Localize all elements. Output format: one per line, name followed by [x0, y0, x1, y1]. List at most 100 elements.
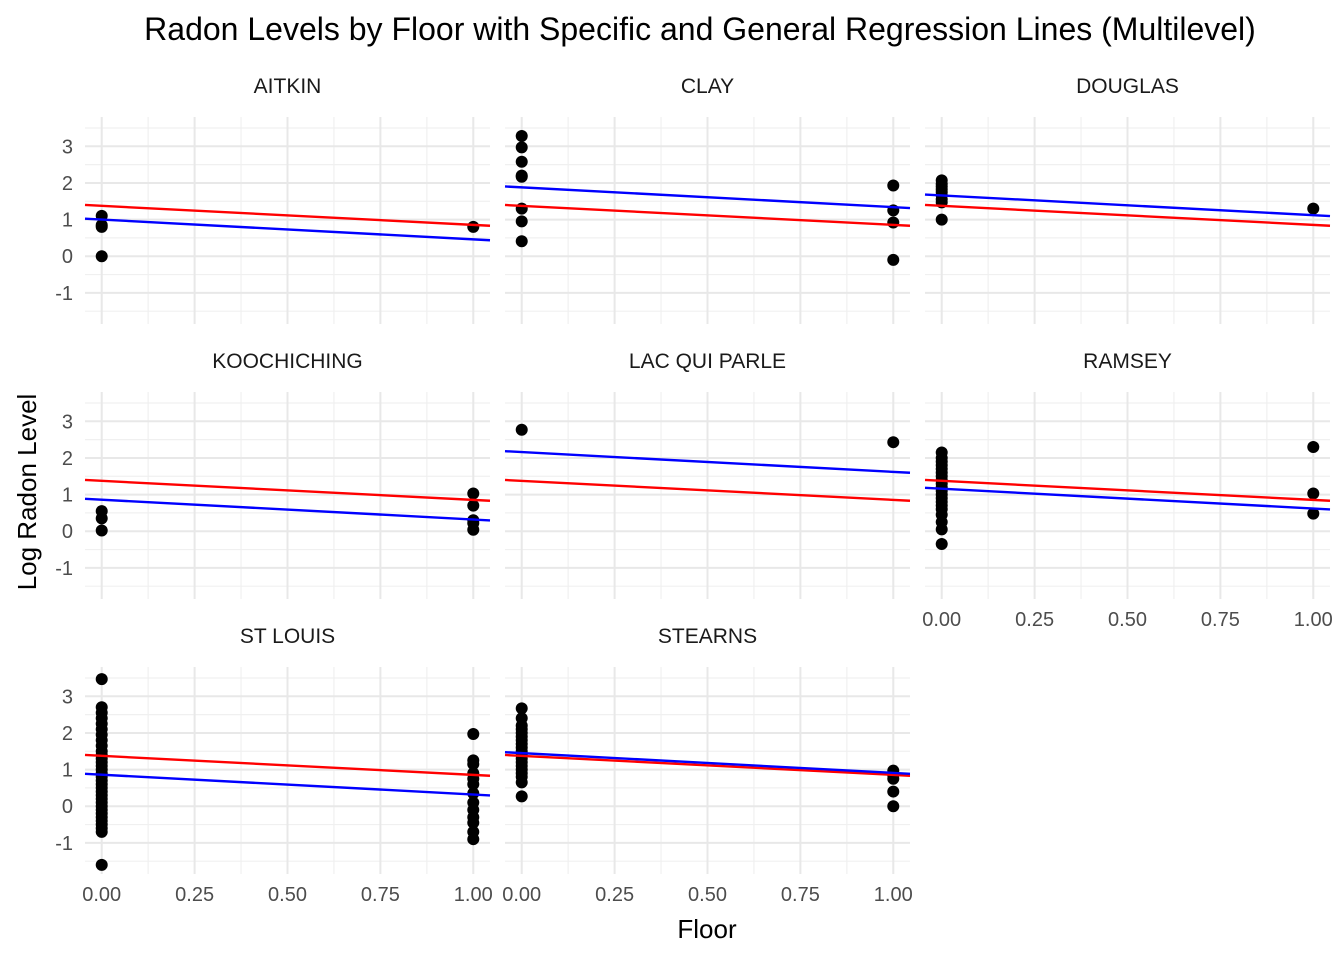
general-regression-line	[84, 753, 491, 777]
general-regression-line	[504, 753, 911, 777]
data-point	[467, 758, 480, 771]
specific-regression-line	[924, 193, 1331, 218]
facet-label: ST LOUIS	[240, 625, 335, 648]
data-point	[515, 170, 528, 183]
data-point	[515, 202, 528, 215]
general-regression-line	[84, 203, 491, 227]
panel-koochiching: KOOCHICHING -1 0 1 2 3	[55, 350, 491, 599]
y-tick-label: 1	[62, 210, 73, 232]
chart-title: Radon Levels by Floor with Specific and …	[144, 11, 1256, 47]
data-point	[1307, 202, 1320, 215]
facet-label: DOUGLAS	[1076, 75, 1179, 98]
data-point	[95, 524, 108, 537]
specific-regression-line	[84, 772, 491, 797]
data-point	[515, 215, 528, 228]
general-regression-line	[84, 478, 491, 502]
x-tick-label: 0.50	[688, 884, 727, 906]
data-point	[95, 512, 108, 525]
data-point	[887, 800, 900, 813]
y-tick-label: 1	[62, 485, 73, 507]
data-point	[515, 790, 528, 803]
specific-regression-line	[504, 751, 911, 775]
y-tick-label: 2	[62, 173, 73, 195]
data-point	[467, 523, 480, 536]
x-tick-label: 0.00	[502, 884, 541, 906]
specific-regression-line	[504, 185, 911, 210]
x-tick-label: 0.75	[361, 884, 400, 906]
y-tick-label: 2	[62, 723, 73, 745]
data-point	[515, 235, 528, 248]
data-point	[515, 702, 528, 715]
general-regression-line	[504, 478, 911, 502]
general-regression-line	[924, 203, 1331, 227]
data-point	[95, 858, 108, 871]
y-tick-label: 0	[62, 796, 73, 818]
data-point	[1307, 487, 1320, 500]
data-point	[467, 778, 480, 791]
data-point	[467, 499, 480, 512]
data-point	[467, 220, 480, 233]
data-point	[467, 728, 480, 741]
x-tick-label: 0.00	[82, 884, 121, 906]
data-point	[935, 538, 948, 551]
y-tick-label: 3	[62, 686, 73, 708]
data-point	[95, 220, 108, 233]
data-point	[95, 825, 108, 838]
y-tick-label: -1	[55, 283, 73, 305]
panel-clay: CLAY	[504, 75, 911, 324]
y-tick-label: 3	[62, 136, 73, 158]
data-point	[935, 213, 948, 226]
data-point	[515, 130, 528, 143]
x-tick-label: 0.75	[1201, 609, 1240, 631]
facet-label: STEARNS	[658, 625, 757, 648]
x-tick-label: 1.00	[454, 884, 493, 906]
panel-aitkin: AITKIN -1 0 1 2 3	[55, 75, 491, 324]
data-point	[1307, 507, 1320, 520]
y-tick-label: -1	[55, 558, 73, 580]
specific-regression-line	[504, 449, 911, 474]
data-point	[887, 253, 900, 266]
data-point	[887, 179, 900, 192]
x-tick-label: 0.25	[595, 884, 634, 906]
x-tick-label: 1.00	[1294, 609, 1333, 631]
data-point	[467, 487, 480, 500]
data-point	[935, 523, 948, 536]
specific-regression-line	[924, 486, 1331, 511]
facet-label: RAMSEY	[1083, 350, 1172, 373]
facet-label: AITKIN	[254, 75, 322, 98]
panel-ramsey: RAMSEY 0.00 0.25 0.50 0.75 1.00	[922, 350, 1332, 631]
data-point	[887, 785, 900, 798]
data-point	[467, 833, 480, 846]
x-tick-label: 0.50	[268, 884, 307, 906]
panel-stearns: STEARNS 0.00 0.25 0.50 0.75 1.00	[502, 625, 912, 906]
x-tick-label: 0.25	[1015, 609, 1054, 631]
panel-st-louis: ST LOUIS -1 0 1 2 3 0.00 0.25 0.50 0.75 1.00	[55, 625, 493, 906]
data-point	[467, 816, 480, 829]
data-point	[95, 673, 108, 686]
data-point	[1307, 440, 1320, 453]
data-point	[515, 141, 528, 154]
facet-panels: AITKIN -1 0 1 2 3 CLAY DOUGLAS KOOCHICHING -1 0 1 2 3…	[55, 75, 1333, 906]
data-point	[887, 216, 900, 229]
x-tick-label: 1.00	[874, 884, 913, 906]
facet-label: LAC QUI PARLE	[629, 350, 786, 373]
y-tick-label: -1	[55, 833, 73, 855]
x-tick-label: 0.50	[1108, 609, 1147, 631]
y-tick-label: 1	[62, 760, 73, 782]
specific-regression-line	[84, 217, 491, 242]
y-tick-label: 2	[62, 448, 73, 470]
x-tick-label: 0.00	[922, 609, 961, 631]
y-tick-label: 0	[62, 246, 73, 268]
panel-lac-qui-parle: LAC QUI PARLE	[504, 350, 911, 599]
x-tick-label: 0.25	[175, 884, 214, 906]
x-axis-title: Floor	[677, 914, 737, 944]
data-point	[887, 436, 900, 449]
data-point	[515, 155, 528, 168]
general-regression-line	[504, 203, 911, 227]
x-tick-label: 0.75	[781, 884, 820, 906]
general-regression-line	[924, 478, 1331, 502]
data-point	[515, 776, 528, 789]
y-tick-label: 0	[62, 521, 73, 543]
specific-regression-line	[84, 497, 491, 522]
